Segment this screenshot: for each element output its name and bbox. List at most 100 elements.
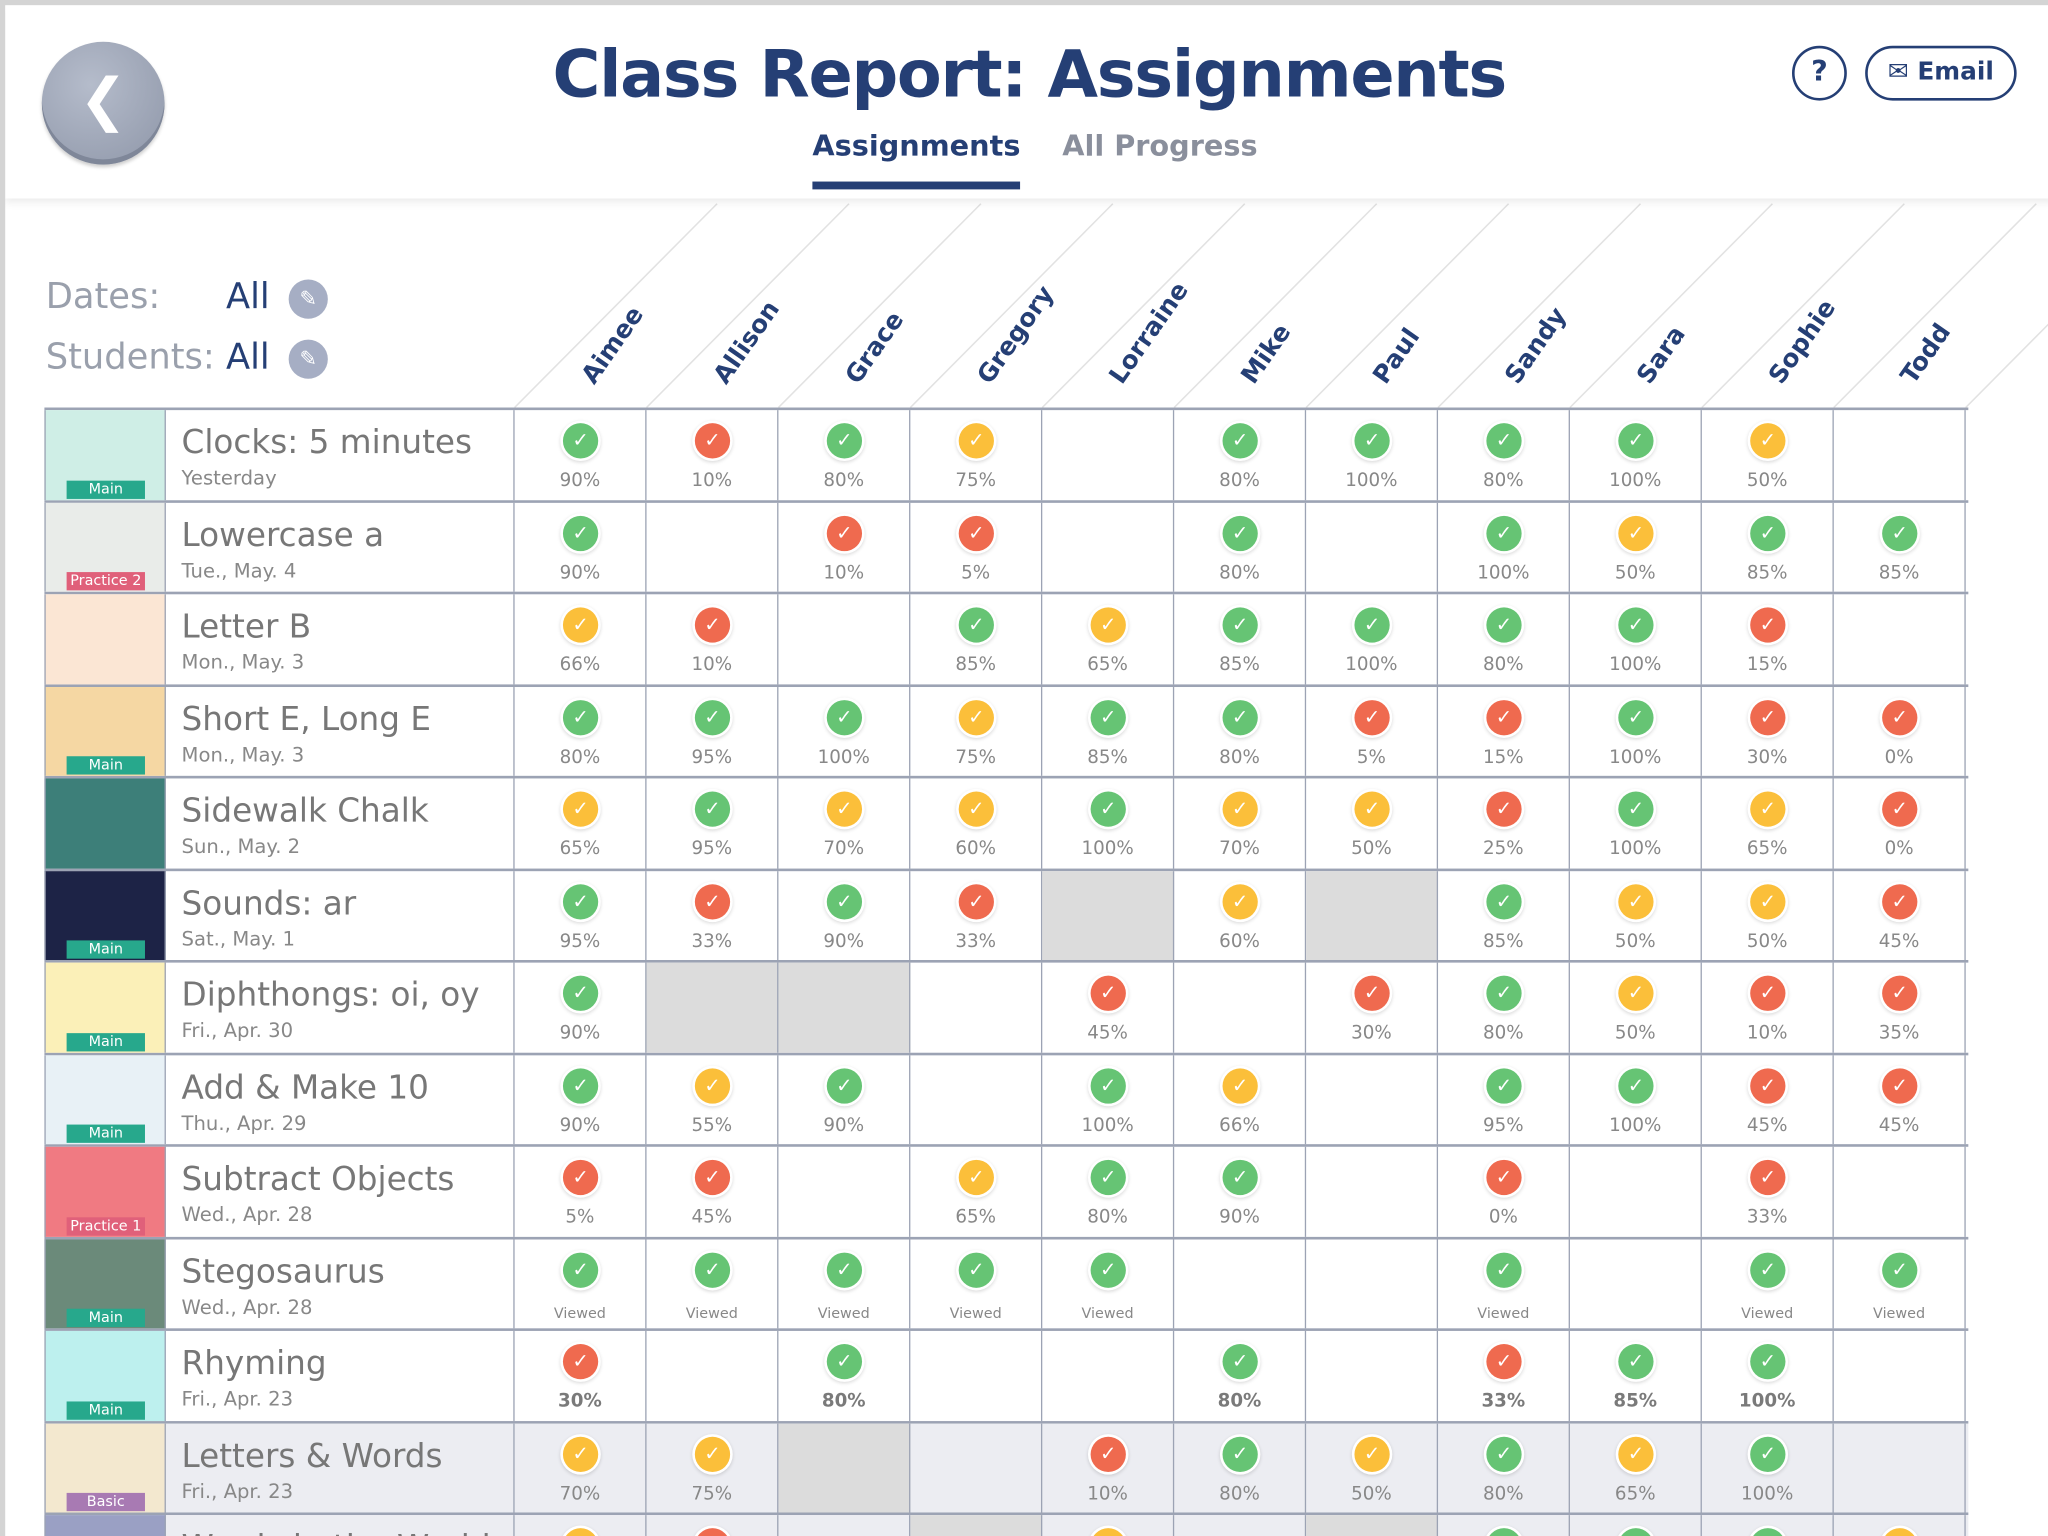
score-cell[interactable]: ✓ 100% xyxy=(778,686,911,776)
score-cell[interactable]: ✓ xyxy=(1702,1515,1834,1536)
score-cell[interactable]: ✓ 10% xyxy=(647,410,779,500)
score-cell[interactable]: ✓ 65% xyxy=(910,1146,1043,1237)
score-cell[interactable]: ✓ xyxy=(1042,1515,1175,1536)
score-cell[interactable]: ✓ 85% xyxy=(1570,1330,1702,1421)
assignment-row[interactable]: Main Add & Make 10 Thu., Apr. 29 ✓ 90% ✓ 55% ✓ 9… xyxy=(44,1054,1969,1147)
score-cell[interactable]: ✓ Viewed xyxy=(778,1238,911,1329)
score-cell[interactable]: ✓ 85% xyxy=(1174,594,1307,684)
score-cell[interactable]: ✓ 85% xyxy=(1438,870,1570,960)
score-cell[interactable]: ✓ 90% xyxy=(515,410,647,500)
score-cell[interactable]: ✓ 30% xyxy=(515,1330,647,1421)
score-cell[interactable]: ✓ 50% xyxy=(1570,962,1702,1053)
score-cell[interactable]: ✓ 90% xyxy=(1174,1146,1307,1237)
score-cell[interactable]: ✓ 100% xyxy=(1042,1054,1175,1145)
score-cell[interactable]: ✓ 85% xyxy=(910,594,1043,684)
assignment-row[interactable]: Words in the World ✓ ✓ ✓ ✓ ✓ ✓ ✓ xyxy=(44,1515,1969,1536)
score-cell[interactable]: ✓ 80% xyxy=(1042,1146,1175,1237)
back-button[interactable]: ❮ xyxy=(41,41,165,165)
score-cell[interactable]: ✓ xyxy=(1570,1515,1702,1536)
score-cell[interactable]: ✓ 50% xyxy=(1570,502,1702,592)
score-cell[interactable]: ✓ 80% xyxy=(778,410,911,500)
assignment-row[interactable]: Main Rhyming Fri., Apr. 23 ✓ 30% ✓ 80% ✓ 80% ✓ 33%… xyxy=(44,1330,1969,1424)
score-cell[interactable]: ✓ 90% xyxy=(515,1054,647,1145)
score-cell[interactable]: ✓ 50% xyxy=(1306,1423,1439,1513)
score-cell[interactable]: ✓ 25% xyxy=(1438,778,1570,868)
edit-dates-pencil-icon[interactable]: ✎ xyxy=(288,279,328,319)
score-cell[interactable]: ✓ 100% xyxy=(1570,686,1702,776)
score-cell[interactable]: ✓ 10% xyxy=(647,594,779,684)
assignment-row[interactable]: Main Sounds: ar Sat., May. 1 ✓ 95% ✓ 33% ✓ 90% ✓ 3… xyxy=(44,870,1969,963)
score-cell[interactable]: ✓ 90% xyxy=(515,962,647,1053)
score-cell[interactable]: ✓ 30% xyxy=(1702,686,1834,776)
score-cell[interactable]: ✓ 50% xyxy=(1306,778,1439,868)
score-cell[interactable]: ✓ 45% xyxy=(1702,1054,1834,1145)
score-cell[interactable]: ✓ 65% xyxy=(1042,594,1175,684)
score-cell[interactable]: ✓ 33% xyxy=(1438,1330,1570,1421)
score-cell[interactable]: ✓ xyxy=(647,1515,779,1536)
score-cell[interactable]: ✓ 15% xyxy=(1438,686,1570,776)
score-cell[interactable]: ✓ 50% xyxy=(1702,870,1834,960)
score-cell[interactable]: ✓ 33% xyxy=(1702,1146,1834,1237)
score-cell[interactable]: ✓ 10% xyxy=(1702,962,1834,1053)
score-cell[interactable]: ✓ 55% xyxy=(647,1054,779,1145)
score-cell[interactable]: ✓ 80% xyxy=(1174,1330,1307,1421)
score-cell[interactable]: ✓ 80% xyxy=(515,686,647,776)
score-cell[interactable]: ✓ 10% xyxy=(1042,1423,1175,1513)
score-cell[interactable]: ✓ xyxy=(1834,1515,1966,1536)
score-cell[interactable]: ✓ 100% xyxy=(1042,778,1175,868)
score-cell[interactable]: ✓ 80% xyxy=(1174,410,1307,500)
assignment-row[interactable]: Sidewalk Chalk Sun., May. 2 ✓ 65% ✓ 95% ✓ 70% ✓ 6… xyxy=(44,778,1969,871)
score-cell[interactable]: ✓ 100% xyxy=(1570,594,1702,684)
score-cell[interactable]: ✓ Viewed xyxy=(1438,1238,1570,1329)
score-cell[interactable]: ✓ 80% xyxy=(1438,410,1570,500)
score-cell[interactable]: ✓ 66% xyxy=(515,594,647,684)
score-cell[interactable]: ✓ 100% xyxy=(1570,1054,1702,1145)
score-cell[interactable]: ✓ 90% xyxy=(778,870,911,960)
score-cell[interactable]: ✓ 80% xyxy=(1174,1423,1307,1513)
email-button[interactable]: ✉ Email xyxy=(1865,45,2017,101)
score-cell[interactable]: ✓ 100% xyxy=(1306,594,1439,684)
score-cell[interactable]: ✓ 85% xyxy=(1042,686,1175,776)
score-cell[interactable]: ✓ 75% xyxy=(910,686,1043,776)
assignment-row[interactable]: Main Short E, Long E Mon., May. 3 ✓ 80% ✓ 95% ✓… xyxy=(44,686,1969,779)
score-cell[interactable]: ✓ 10% xyxy=(778,502,911,592)
score-cell[interactable]: ✓ 60% xyxy=(910,778,1043,868)
edit-students-pencil-icon[interactable]: ✎ xyxy=(288,339,328,379)
score-cell[interactable]: ✓ 100% xyxy=(1702,1330,1834,1421)
score-cell[interactable]: ✓ 5% xyxy=(1306,686,1439,776)
score-cell[interactable]: ✓ 85% xyxy=(1702,502,1834,592)
score-cell[interactable]: ✓ 45% xyxy=(1834,1054,1966,1145)
score-cell[interactable]: ✓ 90% xyxy=(515,502,647,592)
assignment-row[interactable]: Basic Letters & Words Fri., Apr. 23 ✓ 70% ✓ 75… xyxy=(44,1423,1969,1516)
score-cell[interactable]: ✓ 80% xyxy=(1438,1423,1570,1513)
assignment-row[interactable]: Letter B Mon., May. 3 ✓ 66% ✓ 10% ✓ 85% ✓ 65% ✓ 85%… xyxy=(44,594,1969,687)
score-cell[interactable]: ✓ 50% xyxy=(1702,410,1834,500)
score-cell[interactable]: ✓ Viewed xyxy=(1702,1238,1834,1329)
score-cell[interactable]: ✓ 0% xyxy=(1834,686,1966,776)
score-cell[interactable]: ✓ 90% xyxy=(778,1054,911,1145)
score-cell[interactable]: ✓ 70% xyxy=(515,1423,647,1513)
score-cell[interactable]: ✓ 45% xyxy=(1834,870,1966,960)
score-cell[interactable]: ✓ 70% xyxy=(1174,778,1307,868)
score-cell[interactable]: ✓ 50% xyxy=(1570,870,1702,960)
assignment-row[interactable]: Practice 2 Lowercase a Tue., May. 4 ✓ 90% ✓ 10… xyxy=(44,502,1969,595)
score-cell[interactable]: ✓ 80% xyxy=(1174,686,1307,776)
score-cell[interactable]: ✓ 30% xyxy=(1306,962,1439,1053)
score-cell[interactable]: ✓ 95% xyxy=(515,870,647,960)
score-cell[interactable]: ✓ 70% xyxy=(778,778,911,868)
score-cell[interactable]: ✓ 5% xyxy=(515,1146,647,1237)
score-cell[interactable]: ✓ 0% xyxy=(1438,1146,1570,1237)
score-cell[interactable]: ✓ 0% xyxy=(1834,778,1966,868)
score-cell[interactable]: ✓ 100% xyxy=(1570,410,1702,500)
assignment-row[interactable]: Main Stegosaurus Wed., Apr. 28 ✓ Viewed ✓ View… xyxy=(44,1238,1969,1331)
score-cell[interactable]: ✓ 85% xyxy=(1834,502,1966,592)
score-cell[interactable]: ✓ 100% xyxy=(1438,502,1570,592)
score-cell[interactable]: ✓ Viewed xyxy=(647,1238,779,1329)
score-cell[interactable]: ✓ 95% xyxy=(647,778,779,868)
score-cell[interactable]: ✓ 60% xyxy=(1174,870,1307,960)
score-cell[interactable]: ✓ Viewed xyxy=(1834,1238,1966,1329)
score-cell[interactable]: ✓ Viewed xyxy=(1042,1238,1175,1329)
help-button[interactable]: ? xyxy=(1791,45,1847,101)
score-cell[interactable]: ✓ 75% xyxy=(910,410,1043,500)
score-cell[interactable]: ✓ 65% xyxy=(1702,778,1834,868)
